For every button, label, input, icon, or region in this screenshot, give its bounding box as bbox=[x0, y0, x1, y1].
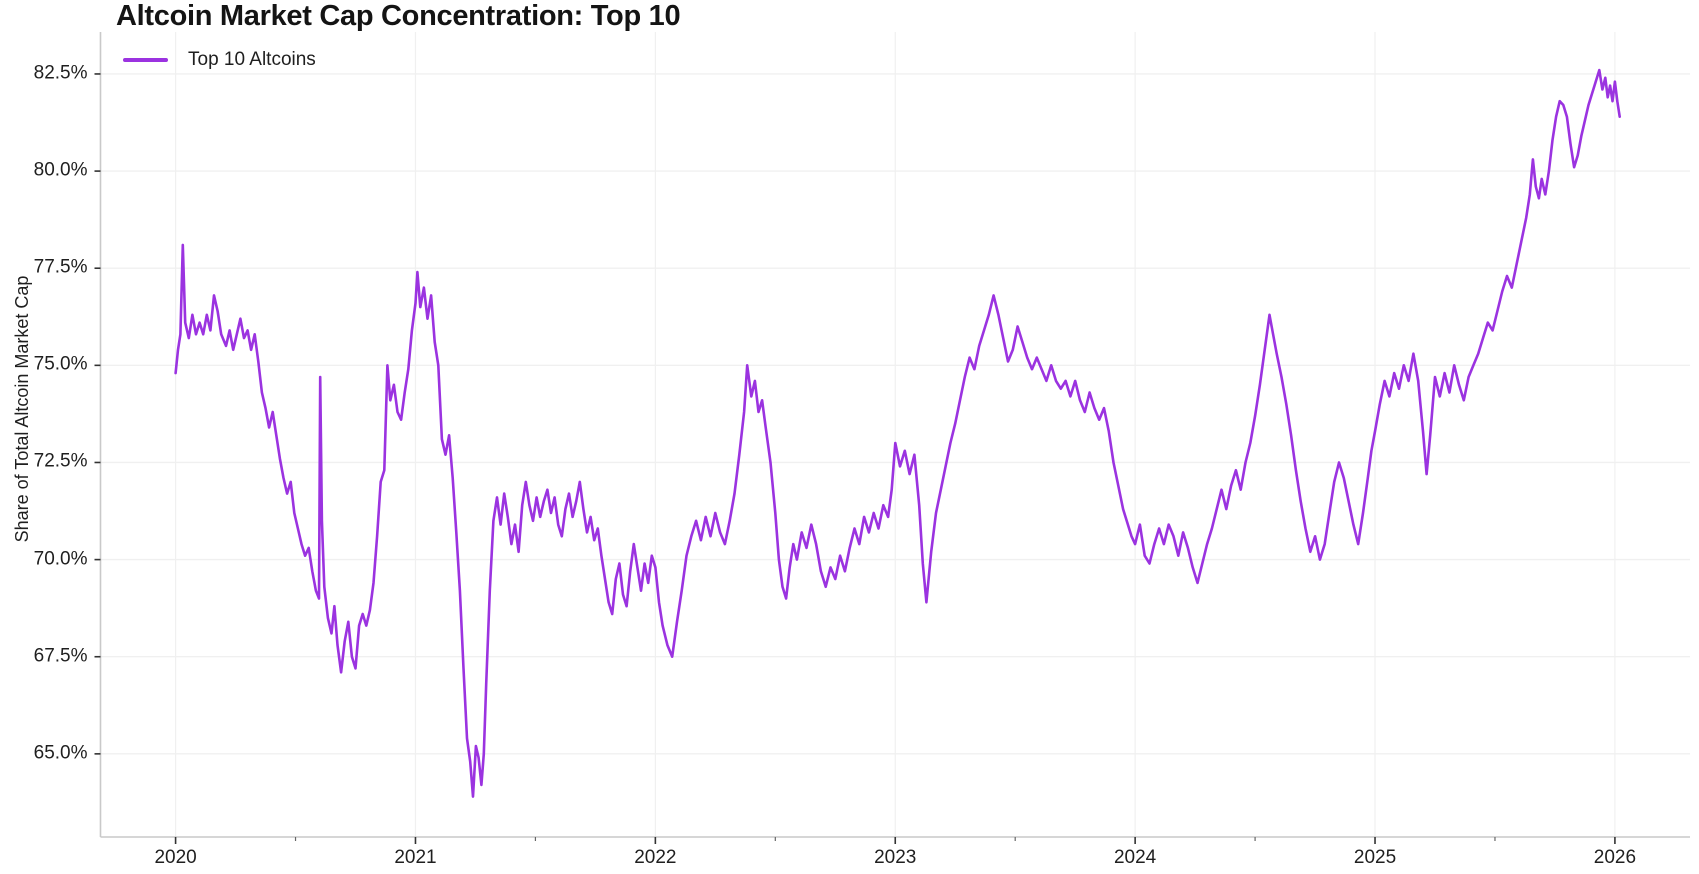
y-tick-label: 65.0% bbox=[33, 742, 88, 764]
legend: Top 10 Altcoins bbox=[123, 48, 316, 72]
x-tick-label: 2021 bbox=[394, 847, 437, 868]
x-tick-label: 2026 bbox=[1593, 847, 1637, 868]
y-tick-label: 77.5% bbox=[33, 256, 88, 278]
x-tick-label: 2023 bbox=[874, 847, 917, 868]
series-line bbox=[174, 68, 1621, 798]
x-tick-label: 2022 bbox=[634, 847, 677, 868]
y-tick-label: 82.5% bbox=[33, 62, 88, 84]
y-tick-label: 72.5% bbox=[33, 451, 88, 473]
legend-label: Top 10 Altcoins bbox=[188, 49, 316, 70]
y-tick-label: 67.5% bbox=[33, 645, 88, 667]
y-tick-label: 75.0% bbox=[33, 353, 88, 375]
x-tick-label: 2025 bbox=[1353, 847, 1397, 868]
y-tick-label: 70.0% bbox=[33, 548, 88, 570]
x-tick-label: 2020 bbox=[154, 847, 197, 868]
legend-line-swatch bbox=[123, 58, 168, 62]
chart-title: Altcoin Market Cap Concentration: Top 10 bbox=[116, 0, 681, 32]
x-tick-label: 2024 bbox=[1113, 847, 1157, 868]
y-tick-label: 80.0% bbox=[33, 159, 88, 181]
